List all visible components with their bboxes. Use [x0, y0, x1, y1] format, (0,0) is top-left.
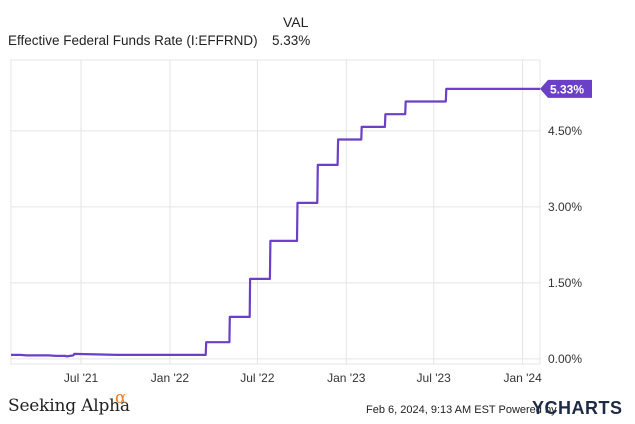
y-tick-label: 0.00% — [548, 352, 582, 366]
legend-value-header: VAL — [283, 14, 309, 30]
x-tick-label: Jul '22 — [240, 371, 275, 385]
footer-timestamp: Feb 6, 2024, 9:13 AM EST Powered by — [366, 404, 557, 416]
series-line-effr — [11, 87, 540, 358]
x-tick-label: Jan '24 — [503, 371, 542, 385]
grid-layer — [11, 60, 540, 364]
x-tick-label: Jul '21 — [64, 371, 99, 385]
last-value-badge: 5.33% — [540, 79, 592, 98]
y-axis: 0.00% 1.50% 3.00% 4.50% — [548, 124, 582, 366]
seeking-alpha-logo: Seeking Alpha — [8, 396, 130, 416]
plot-area — [10, 59, 541, 365]
y-tick-label: 4.50% — [548, 124, 582, 138]
x-tick-label: Jan '23 — [327, 371, 366, 385]
last-value-badge-shape — [540, 79, 592, 98]
x-axis: Jul '21 Jan '22 Jul '22 Jan '23 Jul '23 Jan '… — [64, 371, 542, 385]
x-tick-label: Jul '23 — [417, 371, 452, 385]
legend-series-name: Effective Federal Funds Rate (I:EFFRND) — [8, 33, 258, 48]
ycharts-logo: YCHARTS — [532, 398, 623, 418]
last-value-label: 5.33% — [550, 82, 584, 96]
y-tick-label: 1.50% — [548, 276, 582, 290]
y-tick-label: 3.00% — [548, 200, 582, 214]
x-tick-label: Jan '22 — [151, 371, 190, 385]
seeking-alpha-mark: α — [115, 388, 127, 408]
legend-series-value: 5.33% — [272, 33, 311, 48]
